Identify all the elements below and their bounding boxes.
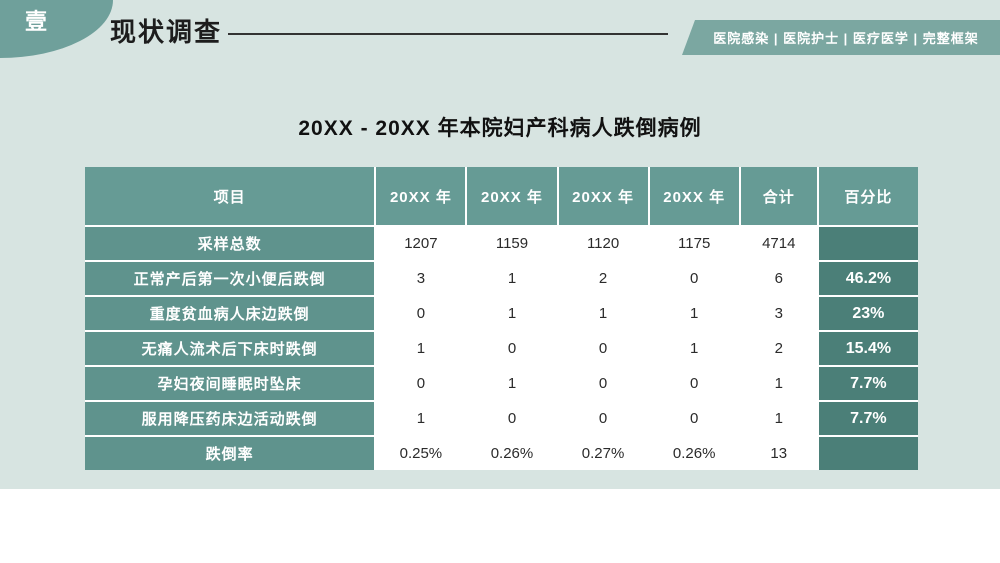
row-label-cell: 无痛人流术后下床时跌倒 — [83, 330, 377, 367]
table-header-cell: 20XX 年 — [647, 166, 741, 227]
value-cell: 1 — [647, 295, 741, 332]
table-row: 无痛人流术后下床时跌倒 1 0 0 1 2 15.4% — [83, 330, 920, 367]
table-row: 重度贫血病人床边跌倒 0 1 1 1 3 23% — [83, 295, 920, 332]
section-title: 现状调查 — [110, 17, 223, 47]
table-header-cell: 20XX 年 — [374, 166, 468, 227]
percent-cell: 7.7% — [816, 400, 920, 437]
value-cell: 6 — [738, 260, 819, 297]
percent-cell: 15.4% — [816, 330, 920, 367]
table-row: 孕妇夜间睡眠时坠床 0 1 0 0 1 7.7% — [83, 365, 920, 402]
value-cell: 0 — [465, 400, 559, 437]
percent-cell — [816, 225, 920, 262]
percent-cell: 23% — [816, 295, 920, 332]
row-label-cell: 跌倒率 — [83, 435, 377, 471]
section-number: 壹 — [25, 9, 48, 34]
value-cell: 0 — [647, 365, 741, 402]
table-header-cell: 20XX 年 — [556, 166, 650, 227]
table-row: 采样总数 1207 1159 1120 1175 4714 — [83, 225, 920, 262]
value-cell: 0.26% — [647, 435, 741, 471]
value-cell: 2 — [556, 260, 650, 297]
value-cell: 0 — [556, 330, 650, 367]
banner-text: 医院感染 | 医院护士 | 医疗医学 | 完整框架 — [713, 31, 979, 46]
percent-cell — [816, 435, 920, 471]
value-cell: 1 — [465, 295, 559, 332]
value-cell: 0 — [647, 260, 741, 297]
top-right-banner: 医院感染 | 医院护士 | 医疗医学 | 完整框架 — [682, 20, 1000, 55]
value-cell: 13 — [738, 435, 819, 471]
value-cell: 1120 — [556, 225, 650, 262]
value-cell: 1 — [556, 295, 650, 332]
table-header-cell: 合计 — [738, 166, 819, 227]
value-cell: 0 — [374, 365, 468, 402]
value-cell: 2 — [738, 330, 819, 367]
table-row: 跌倒率 0.25% 0.26% 0.27% 0.26% 13 — [83, 435, 920, 471]
value-cell: 0.25% — [374, 435, 468, 471]
value-cell: 0.27% — [556, 435, 650, 471]
row-label-cell: 孕妇夜间睡眠时坠床 — [83, 365, 377, 402]
title-divider-line — [228, 33, 668, 35]
value-cell: 0 — [556, 400, 650, 437]
table-title: 20XX - 20XX 年本院妇产科病人跌倒病例 — [298, 117, 702, 140]
table-header-cell: 百分比 — [816, 166, 920, 227]
row-label-cell: 正常产后第一次小便后跌倒 — [83, 260, 377, 297]
table-row: 正常产后第一次小便后跌倒 3 1 2 0 6 46.2% — [83, 260, 920, 297]
value-cell: 0 — [556, 365, 650, 402]
value-cell: 0 — [374, 295, 468, 332]
value-cell: 0.26% — [465, 435, 559, 471]
percent-cell: 46.2% — [816, 260, 920, 297]
value-cell: 1 — [374, 400, 468, 437]
value-cell: 0 — [465, 330, 559, 367]
value-cell: 1 — [738, 365, 819, 402]
value-cell: 1 — [738, 400, 819, 437]
table-header-row: 项目 20XX 年 20XX 年 20XX 年 20XX 年合计 百分比 — [83, 166, 920, 227]
row-label-cell: 服用降压药床边活动跌倒 — [83, 400, 377, 437]
value-cell: 1159 — [465, 225, 559, 262]
value-cell: 1207 — [374, 225, 468, 262]
value-cell: 1 — [465, 260, 559, 297]
value-cell: 3 — [374, 260, 468, 297]
table-body: 采样总数 1207 1159 1120 1175 4714 正常产后第一次小便后跌倒 3 1 2 0… — [83, 225, 920, 471]
percent-cell: 7.7% — [816, 365, 920, 402]
value-cell: 3 — [738, 295, 819, 332]
row-label-cell: 采样总数 — [83, 225, 377, 262]
value-cell: 1175 — [647, 225, 741, 262]
fall-cases-table: 项目 20XX 年 20XX 年 20XX 年 20XX 年合计 百分比 采样总数 1207… — [83, 166, 920, 471]
row-label-cell: 重度贫血病人床边跌倒 — [83, 295, 377, 332]
value-cell: 1 — [647, 330, 741, 367]
value-cell: 4714 — [738, 225, 819, 262]
value-cell: 1 — [465, 365, 559, 402]
table-row: 服用降压药床边活动跌倒 1 0 0 0 1 7.7% — [83, 400, 920, 437]
value-cell: 0 — [647, 400, 741, 437]
table-header-cell: 项目 — [83, 166, 377, 227]
table-header-cell: 20XX 年 — [465, 166, 559, 227]
value-cell: 1 — [374, 330, 468, 367]
